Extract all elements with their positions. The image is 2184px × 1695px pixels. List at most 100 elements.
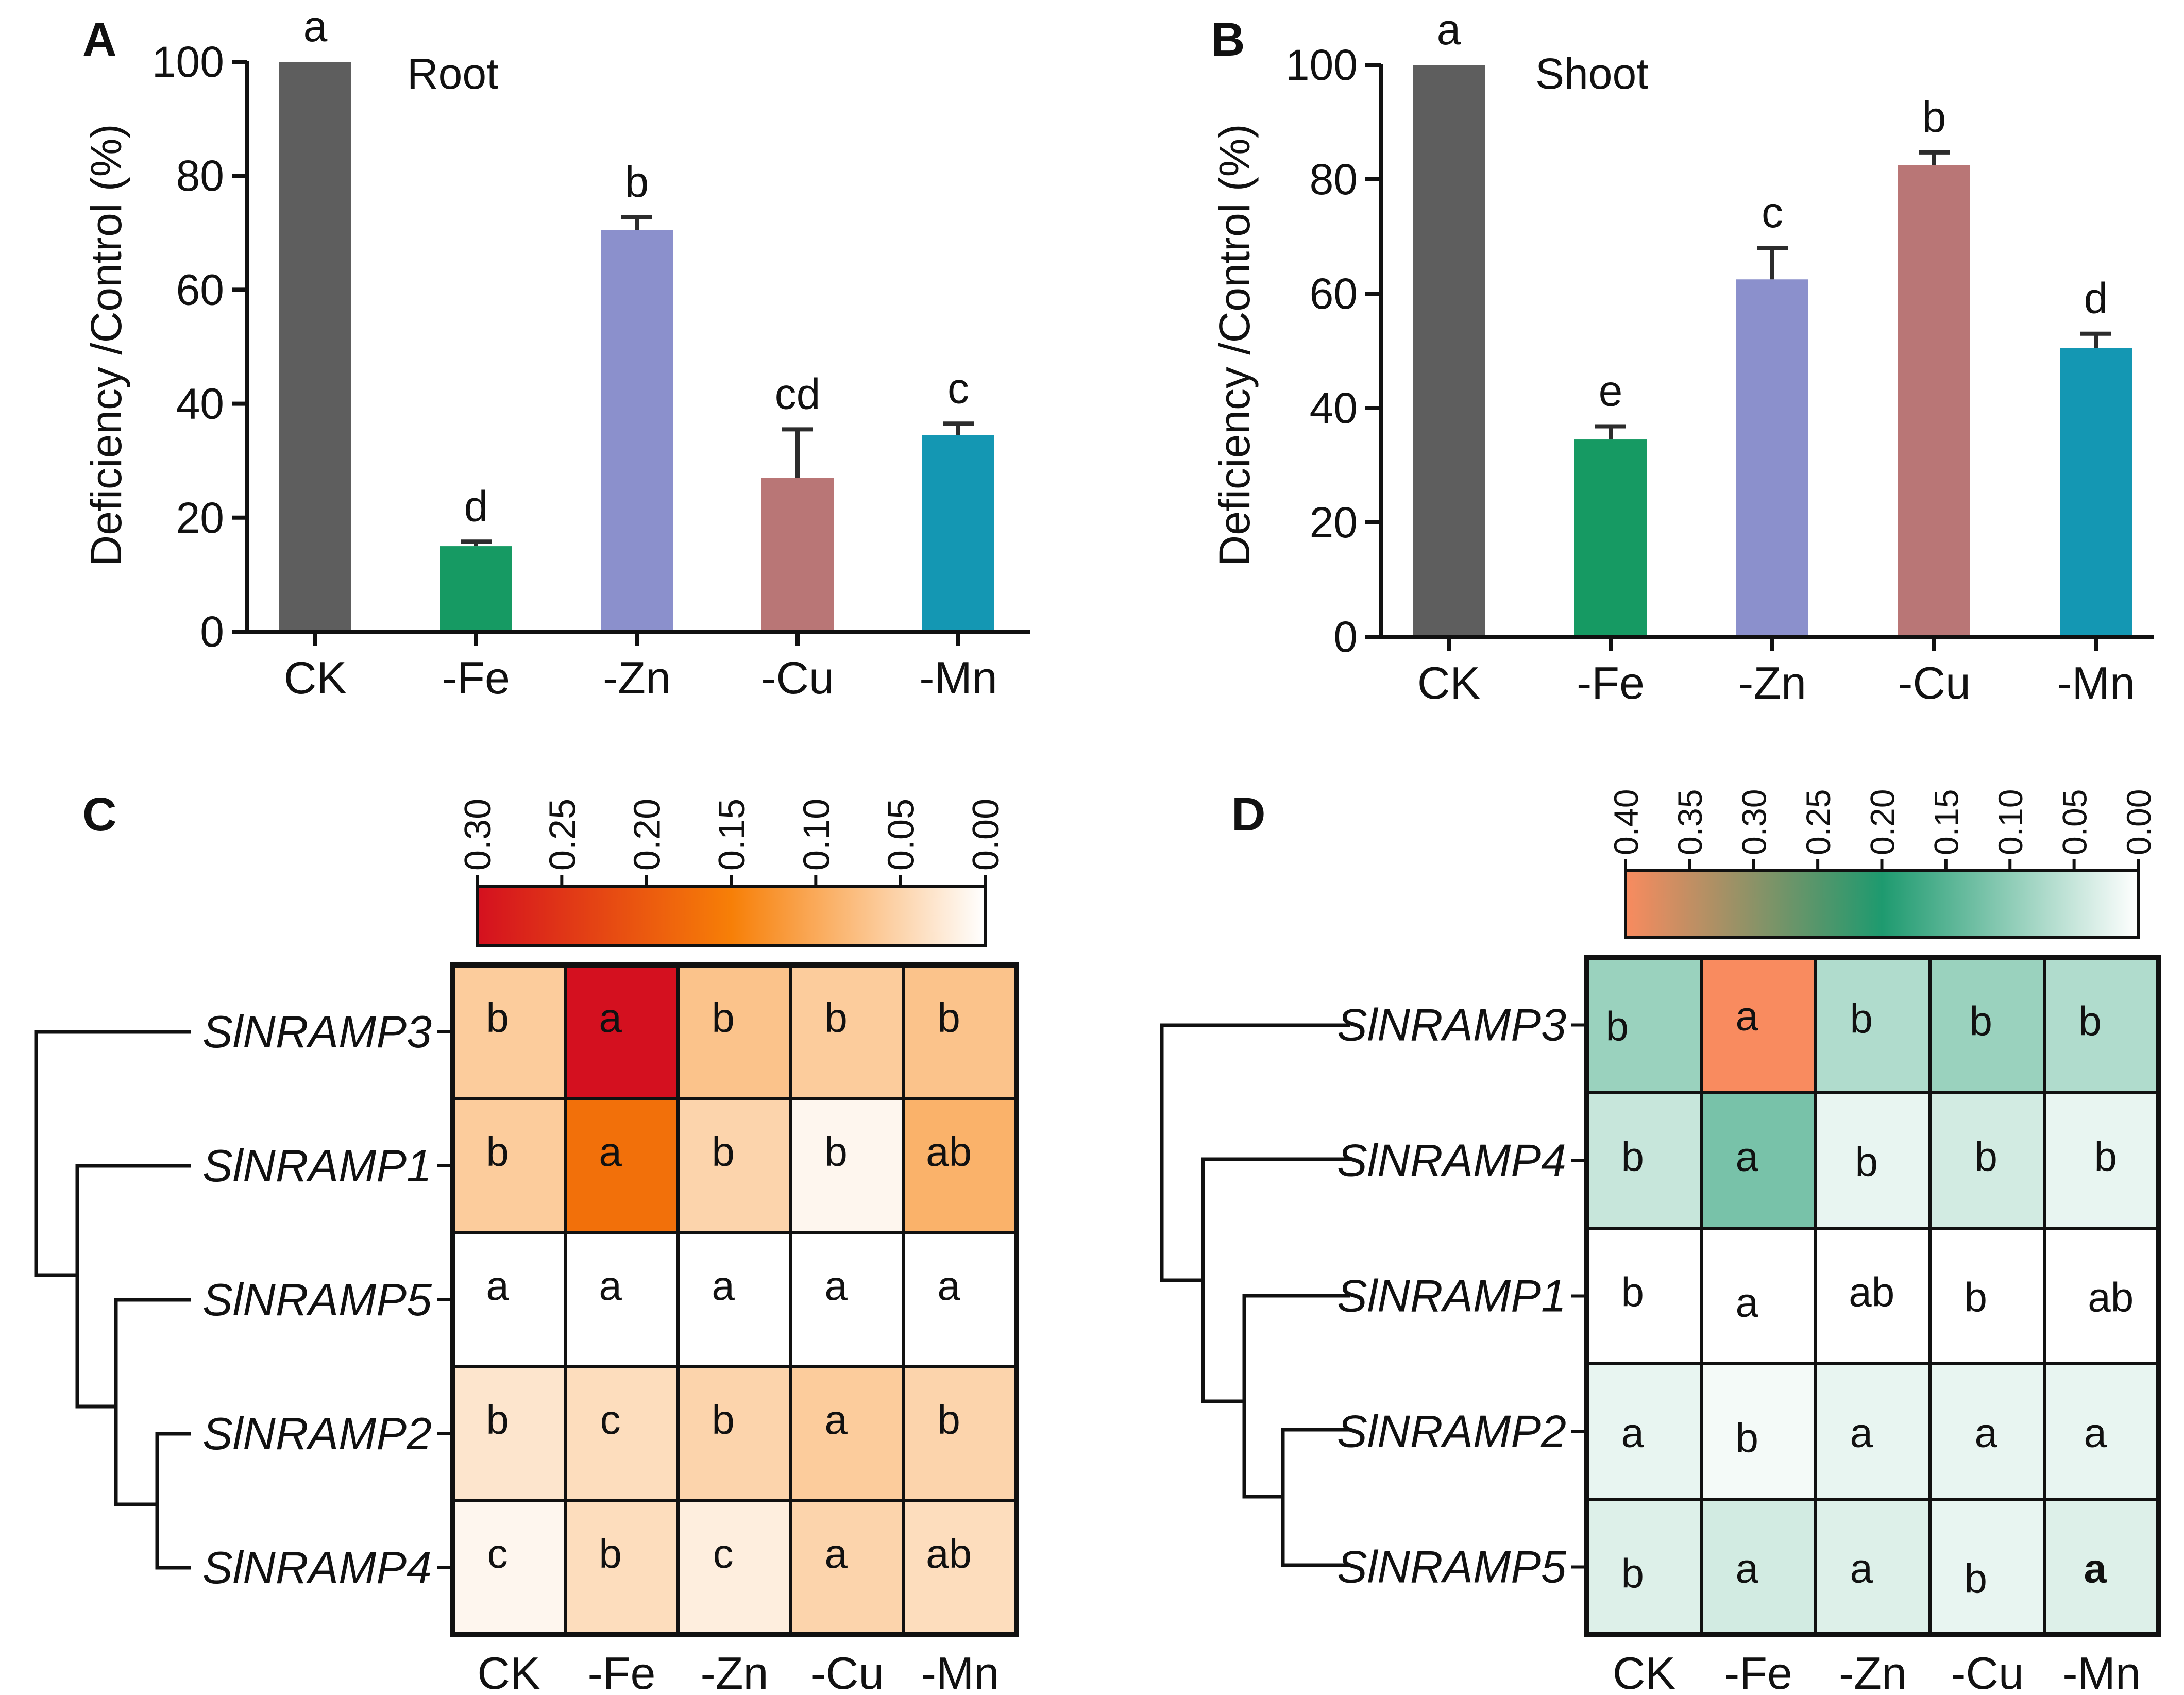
heatmap-cell [564,1231,680,1368]
heatmap-significance-letter: a [599,1129,622,1175]
column-label: -Zn [701,1648,769,1695]
heatmap-significance-letter: a [1850,1410,1873,1456]
heatmap-cell [1814,1498,1932,1636]
heatmap-cell [1700,1362,1817,1501]
heatmap-significance-letter: c [713,1531,734,1577]
heatmap-significance-letter: b [1621,1269,1645,1315]
panel-c-colorbar-gradient [476,885,987,947]
column-label: CK [477,1648,540,1695]
heatmap-significance-letter: b [1855,1139,1878,1185]
panel-label-c: C [82,788,116,841]
heatmap-significance-letter: b [486,1129,509,1175]
heatmap-cell [789,963,905,1100]
colorbar-tick-label: 0.00 [2120,789,2158,855]
panel-b-y-axis: 0 20 40 60 80 100 [1285,41,1383,661]
heatmap-significance-letter: a [1736,1280,1759,1326]
colorbar-tick-label: 0.25 [1799,789,1837,855]
significance-letter: e [1599,367,1623,415]
column-label: -Fe [588,1648,656,1695]
heatmap-significance-letter: a [824,1263,848,1309]
bar-minus-fe [1574,439,1647,637]
significance-letter: c [947,364,969,412]
panel-d-dendrogram-branch [1242,1294,1350,1499]
heatmap-significance-letter: a [937,1263,960,1309]
y-tick-label: 20 [176,494,224,542]
heatmap-cell [1928,1227,2046,1365]
significance-letter: d [2084,274,2108,323]
significance-letter: b [625,158,649,206]
heatmap-cell [1585,956,1703,1094]
heatmap-significance-letter: b [712,1397,735,1443]
panel-c-root-heatmap: 0.30 0.25 0.20 0.15 0.10 0.05 0.00 b a b b bb a b b ab… [34,799,1019,1695]
heatmap-significance-letter: a [824,1531,848,1577]
heatmap-significance-letter: a [1975,1410,1998,1456]
row-label-slnramp2: SlNRAMP2 [1337,1406,1566,1457]
row-label-slnramp5: SlNRAMP5 [1337,1541,1567,1592]
panel-label-d: D [1231,788,1265,841]
colorbar-tick-label: 0.00 [966,799,1007,871]
colorbar-tick-label: 0.20 [1863,789,1901,855]
panel-label-b: B [1211,13,1245,66]
colorbar-tick-label: 0.15 [712,799,753,871]
heatmap-cell [1700,1227,1817,1365]
panel-c-colorbar: 0.30 0.25 0.20 0.15 0.10 0.05 0.00 [458,799,1007,947]
significance-letter: d [464,482,488,530]
heatmap-significance-letter: b [937,995,960,1041]
heatmap-significance-letter: b [1736,1415,1759,1461]
panel-b-title: Shoot [1535,49,1649,98]
heatmap-cell [789,1097,905,1234]
x-tick-label: -Cu [1898,657,1971,708]
heatmap-significance-letter: b [937,1397,960,1443]
column-label: -Mn [921,1648,1000,1695]
bar-minus-zn [601,230,673,632]
heatmap-significance-letter: b [1621,1551,1645,1597]
heatmap-significance-letter: b [712,1129,735,1175]
panel-d-colorbar: 0.40 0.35 0.30 0.25 0.20 0.15 0.10 0.05 0.00 [1607,789,2158,939]
heatmap-cell [902,1231,1018,1368]
colorbar-tick-label: 0.05 [881,799,922,871]
heatmap-significance-letter: b [2094,1134,2118,1180]
panel-d-dendrogram [1160,1023,1350,1567]
row-label-slnramp3: SlNRAMP3 [202,1006,432,1057]
column-label: CK [1613,1648,1675,1695]
colorbar-tick-label: 0.30 [1735,789,1773,855]
y-tick-label: 0 [1333,613,1358,661]
y-tick-label: 80 [1310,155,1358,204]
significance-letter: a [303,2,328,50]
heatmap-significance-letter: b [1965,1275,1988,1320]
heatmap-significance-letter: b [599,1531,622,1577]
heatmap-cell [789,1499,905,1636]
heatmap-significance-letter: b [1606,1004,1629,1049]
panel-b-shoot-bar-chart: Shoot Deficiency /Control (%) 0 20 40 60 80 1… [1210,5,2154,708]
column-label: -Mn [2062,1648,2141,1695]
panel-c-dendrogram-branch [34,1030,191,1277]
colorbar-tick-label: 0.20 [627,799,668,871]
panel-c-dendrogram-branch [75,1164,191,1409]
panel-label-a: A [82,13,116,66]
panel-d-dendrogram-branch [1201,1157,1350,1403]
heatmap-cell [789,1365,905,1502]
heatmap-significance-letter: b [824,995,848,1041]
heatmap-cell [902,1365,1018,1502]
y-tick-label: 40 [176,380,224,428]
x-tick-label: -Mn [919,652,997,703]
row-label-slnramp1: SlNRAMP1 [1337,1270,1566,1321]
x-tick-label: -Fe [442,652,510,703]
heatmap-cell [564,1365,680,1502]
x-tick-label: CK [1417,657,1480,708]
heatmap-significance-letter: a [2084,1410,2107,1456]
heatmap-significance-letter: ab [926,1129,972,1175]
heatmap-cell [1928,1498,2046,1636]
heatmap-significance-letter: b [1975,1134,1998,1180]
heatmap-cell [451,1365,567,1502]
heatmap-significance-letter: a [599,995,622,1041]
heatmap-significance-letter: a [486,1263,509,1309]
bar-minus-cu [761,478,834,632]
heatmap-significance-letter: b [486,1397,509,1443]
x-tick-label: -Zn [603,652,671,703]
heatmap-significance-letter: a [1736,1546,1759,1591]
heatmap-significance-letter: b [2079,998,2102,1044]
column-label: -Fe [1724,1648,1792,1695]
